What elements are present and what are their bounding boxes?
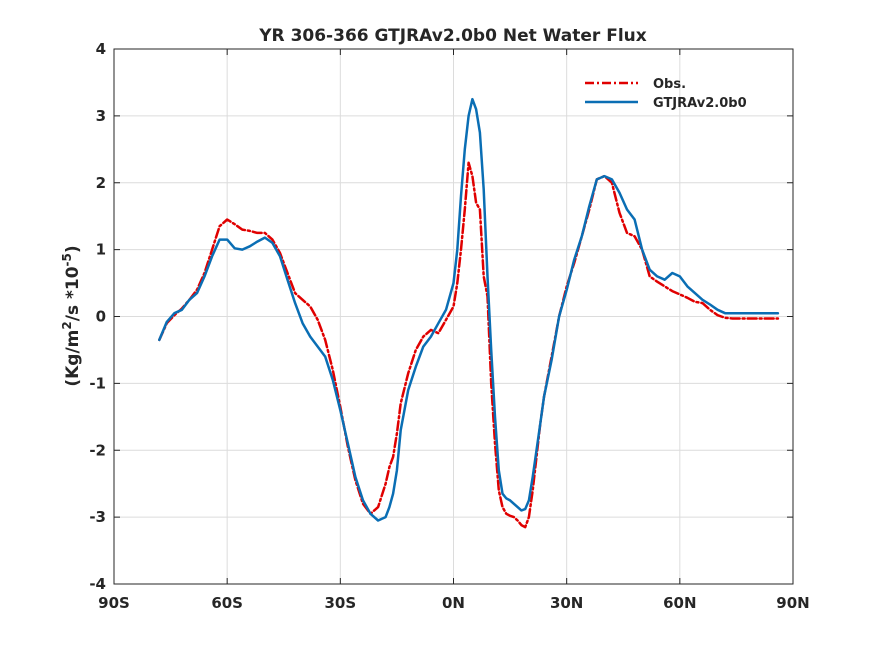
y-tick-label: 3 <box>96 107 106 125</box>
x-tick-label: 90N <box>776 594 809 612</box>
series-line-gtjra <box>158 97 780 522</box>
y-tick-label: 0 <box>96 308 106 326</box>
y-tick-label: -1 <box>89 374 106 392</box>
legend-label-gtjra: GTJRAv2.0b0 <box>653 96 747 111</box>
grid-layer <box>114 49 793 584</box>
legend: Obs. GTJRAv2.0b0 <box>585 77 747 111</box>
y-tick-label: -3 <box>89 508 106 526</box>
x-tick-label: 0N <box>442 594 465 612</box>
y-axis-label-suffix: ) <box>63 245 83 253</box>
chart-title: YR 306-366 GTJRAv2.0b0 Net Water Flux <box>258 26 647 46</box>
y-axis-label-sup2: -5 <box>60 253 74 266</box>
y-axis-label-sup1: 2 <box>60 321 74 329</box>
y-tick-label: 1 <box>96 241 106 259</box>
y-tick-label: 4 <box>96 40 106 58</box>
x-tick-label: 30S <box>324 594 356 612</box>
series-line-obs <box>158 161 780 529</box>
x-tick-label: 60N <box>663 594 696 612</box>
y-tick-label: 2 <box>96 174 106 192</box>
x-tick-label: 30N <box>550 594 583 612</box>
tick-layer: 90S 60S 30S 0N 30N 60N 90N -4 -3 -2 -1 0 1 2 3 4 <box>89 40 809 612</box>
y-tick-label: -4 <box>89 575 106 593</box>
y-tick-label: -2 <box>89 441 106 459</box>
x-tick-label: 90S <box>98 594 130 612</box>
legend-label-obs: Obs. <box>653 77 686 92</box>
series-layer <box>158 97 780 529</box>
y-axis-label-prefix: (Kg/m <box>63 330 83 387</box>
x-tick-label: 60S <box>211 594 243 612</box>
y-axis-label-middle: /s *10 <box>63 266 83 321</box>
y-axis-label: (Kg/m2/s *10-5) <box>60 245 83 386</box>
